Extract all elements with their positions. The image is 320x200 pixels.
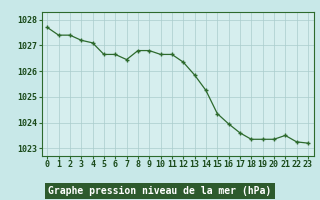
Text: Graphe pression niveau de la mer (hPa): Graphe pression niveau de la mer (hPa) bbox=[48, 186, 272, 196]
